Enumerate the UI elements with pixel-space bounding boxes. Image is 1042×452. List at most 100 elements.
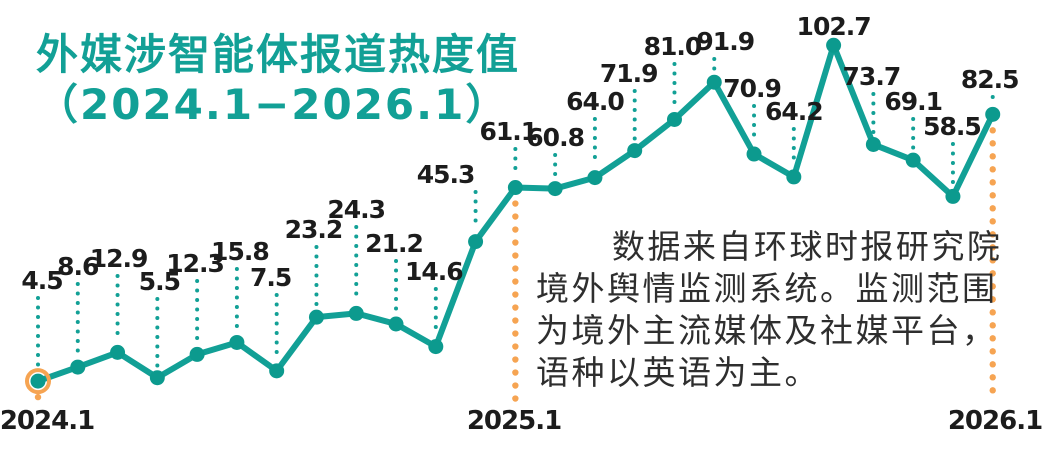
leader-dot [791, 146, 796, 150]
value-label: 81.0 [644, 32, 702, 61]
leader-dot [234, 295, 239, 300]
leader-dot [712, 57, 717, 61]
leader-dot [274, 331, 279, 335]
value-label: 64.0 [566, 87, 624, 116]
highlight-dotted-line-dot [989, 335, 996, 342]
leader-dot [155, 297, 160, 301]
value-label: 71.9 [600, 59, 658, 88]
leader-dot [553, 153, 558, 157]
data-point [149, 370, 165, 386]
highlight-dotted-line-dot [989, 244, 996, 251]
highlight-dotted-line-dot [989, 153, 996, 160]
leader-dot [433, 306, 438, 310]
highlight-dotted-line-dot [512, 252, 519, 259]
leader-dot [950, 142, 955, 146]
leader-dot [433, 315, 438, 320]
leader-dot [871, 130, 876, 134]
value-label: 61.1 [480, 117, 538, 146]
leader-dot [155, 316, 160, 320]
leader-dot [234, 286, 239, 290]
data-point [189, 346, 205, 362]
leader-dot [36, 343, 40, 348]
value-label: 7.5 [250, 263, 291, 292]
leader-dot [274, 350, 279, 354]
leader-dot [195, 288, 200, 293]
leader-dot [712, 66, 717, 71]
leader-dot [592, 126, 597, 131]
leader-dot [513, 156, 518, 161]
data-point [269, 363, 285, 379]
leader-dot [75, 329, 80, 334]
start-point-ring [25, 368, 51, 395]
leader-dot [394, 278, 399, 282]
value-label: 73.7 [843, 62, 901, 91]
value-label: 15.8 [211, 237, 269, 266]
data-point [30, 373, 46, 389]
highlight-dotted-line-dot [989, 218, 996, 225]
highlight-dotted-line-dot [512, 265, 519, 272]
highlight-dotted-line-dot [512, 213, 519, 220]
leader-dot [75, 339, 80, 343]
note-line-2: 境外舆情监测系统。监测范围 [536, 269, 998, 308]
leader-dot [632, 136, 637, 141]
leader-dot [513, 147, 518, 151]
leader-dot [195, 317, 200, 321]
leader-dot [36, 353, 40, 357]
highlight-dotted-line-dot [512, 291, 519, 298]
leader-dot [752, 104, 757, 108]
leader-dot [36, 334, 40, 338]
highlight-dotted-line-dot [512, 343, 519, 350]
value-label: 82.5 [961, 65, 1019, 94]
value-label: 23.2 [285, 215, 343, 244]
chart-title-line2: （2024.1−2026.1） [36, 80, 510, 129]
leader-dot [553, 162, 558, 167]
leader-dot [354, 225, 359, 229]
highlight-dotted-line-dot [989, 257, 996, 264]
leader-dot [314, 264, 319, 268]
x-axis-label: 2025.1 [467, 406, 561, 436]
highlight-dotted-line-dot [989, 127, 996, 134]
data-point [587, 170, 603, 186]
x-axis-label: 2024.1 [0, 406, 94, 436]
value-label: 60.8 [526, 123, 584, 152]
leader-dot [36, 315, 40, 319]
leader-dot [75, 301, 80, 305]
leader-dot [155, 325, 160, 330]
value-label: 12.9 [90, 244, 148, 273]
data-point [110, 344, 126, 360]
leader-dot [672, 71, 677, 76]
value-label: 5.5 [139, 267, 180, 296]
leader-dot [433, 325, 438, 329]
highlight-dotted-line-dot [989, 361, 996, 368]
highlight-dotted-line-dot [989, 205, 996, 212]
highlight-dotted-line-dot [989, 283, 996, 290]
leader-dot [871, 101, 876, 106]
leader-dot [473, 199, 478, 204]
leader-dot [354, 291, 359, 296]
leader-dot [115, 321, 120, 326]
leader-dot [115, 302, 120, 307]
leader-dot [553, 172, 558, 176]
source-note: 数据来自环球时报研究院 境外舆情监测系统。监测范围 为境外主流媒体及社媒平台， … [536, 226, 1000, 394]
data-point [627, 143, 643, 159]
data-point [70, 359, 86, 375]
leader-dot [234, 314, 239, 319]
data-point [428, 339, 444, 355]
leader-dot [36, 324, 40, 329]
data-point [985, 106, 1001, 122]
data-point [865, 136, 881, 152]
leader-dot [752, 132, 757, 137]
value-label: 8.6 [57, 252, 99, 281]
leader-dot [911, 117, 916, 121]
value-label: 45.3 [417, 160, 475, 189]
leader-dot [592, 145, 597, 150]
leader-dot [911, 126, 916, 131]
leader-dot [632, 127, 637, 131]
leader-dot [950, 180, 955, 184]
leader-dot [592, 136, 597, 140]
highlight-dotted-line-dot [512, 200, 519, 207]
leader-dot [672, 100, 677, 104]
highlight-dotted-line-dot [989, 192, 996, 199]
leader-dot [871, 120, 876, 125]
data-point [746, 146, 762, 162]
